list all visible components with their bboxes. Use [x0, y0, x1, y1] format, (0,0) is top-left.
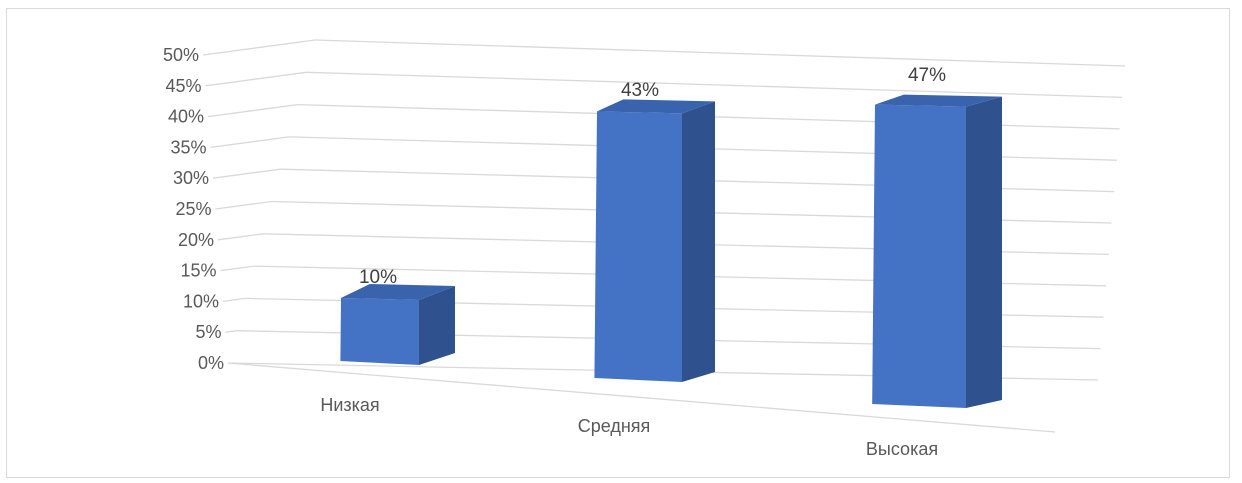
floor-edge	[227, 362, 1056, 433]
y-tick-label: 20%	[178, 230, 214, 250]
bar-side-1	[419, 286, 455, 365]
y-tick-label: 15%	[180, 261, 216, 281]
gridline-wall	[202, 39, 316, 56]
gridline-wall	[205, 71, 307, 87]
y-tick-label: 45%	[165, 76, 201, 96]
bar-side-2	[682, 101, 715, 383]
gridline-wall	[217, 233, 263, 241]
gridline-wall	[210, 136, 289, 149]
x-category-label: Низкая	[320, 395, 379, 415]
gridline-wall	[220, 265, 255, 272]
x-category-label: Высокая	[866, 439, 938, 459]
y-tick-label: 0%	[198, 353, 224, 373]
bar-top-1	[341, 284, 455, 300]
data-labels: 10% 43% 47%	[359, 65, 946, 288]
bar-top-3	[875, 94, 1002, 107]
gridline-wall	[212, 168, 281, 179]
x-axis-categories: Низкая Средняя Высокая	[320, 395, 938, 459]
y-tick-label: 40%	[168, 107, 204, 127]
gridline-wall	[222, 297, 246, 303]
y-tick-label: 10%	[183, 291, 219, 311]
y-tick-label: 35%	[170, 137, 206, 157]
bar-side-3	[966, 96, 1002, 409]
y-axis-ticks: 0% 5% 10% 15% 20% 25% 30% 35% 40% 45% 50%	[163, 45, 224, 373]
bars	[340, 94, 1002, 409]
gridline-wall	[207, 103, 298, 118]
bar-top-2	[597, 99, 715, 114]
data-label: 47%	[908, 65, 946, 86]
gridline-wall	[225, 330, 237, 333]
y-tick-label: 50%	[163, 45, 199, 65]
data-label: 10%	[359, 267, 397, 288]
bar-front-3	[872, 104, 966, 409]
y-tick-label: 25%	[175, 199, 211, 219]
bar-front-2	[594, 111, 682, 383]
y-tick-label: 5%	[195, 322, 221, 342]
y-tick-label: 30%	[173, 168, 209, 188]
gridline	[314, 39, 1126, 67]
x-category-label: Средняя	[578, 416, 651, 436]
gridline-wall	[215, 200, 272, 210]
data-label: 43%	[621, 80, 659, 101]
gridline	[306, 71, 1123, 99]
bar-front-1	[340, 298, 419, 365]
